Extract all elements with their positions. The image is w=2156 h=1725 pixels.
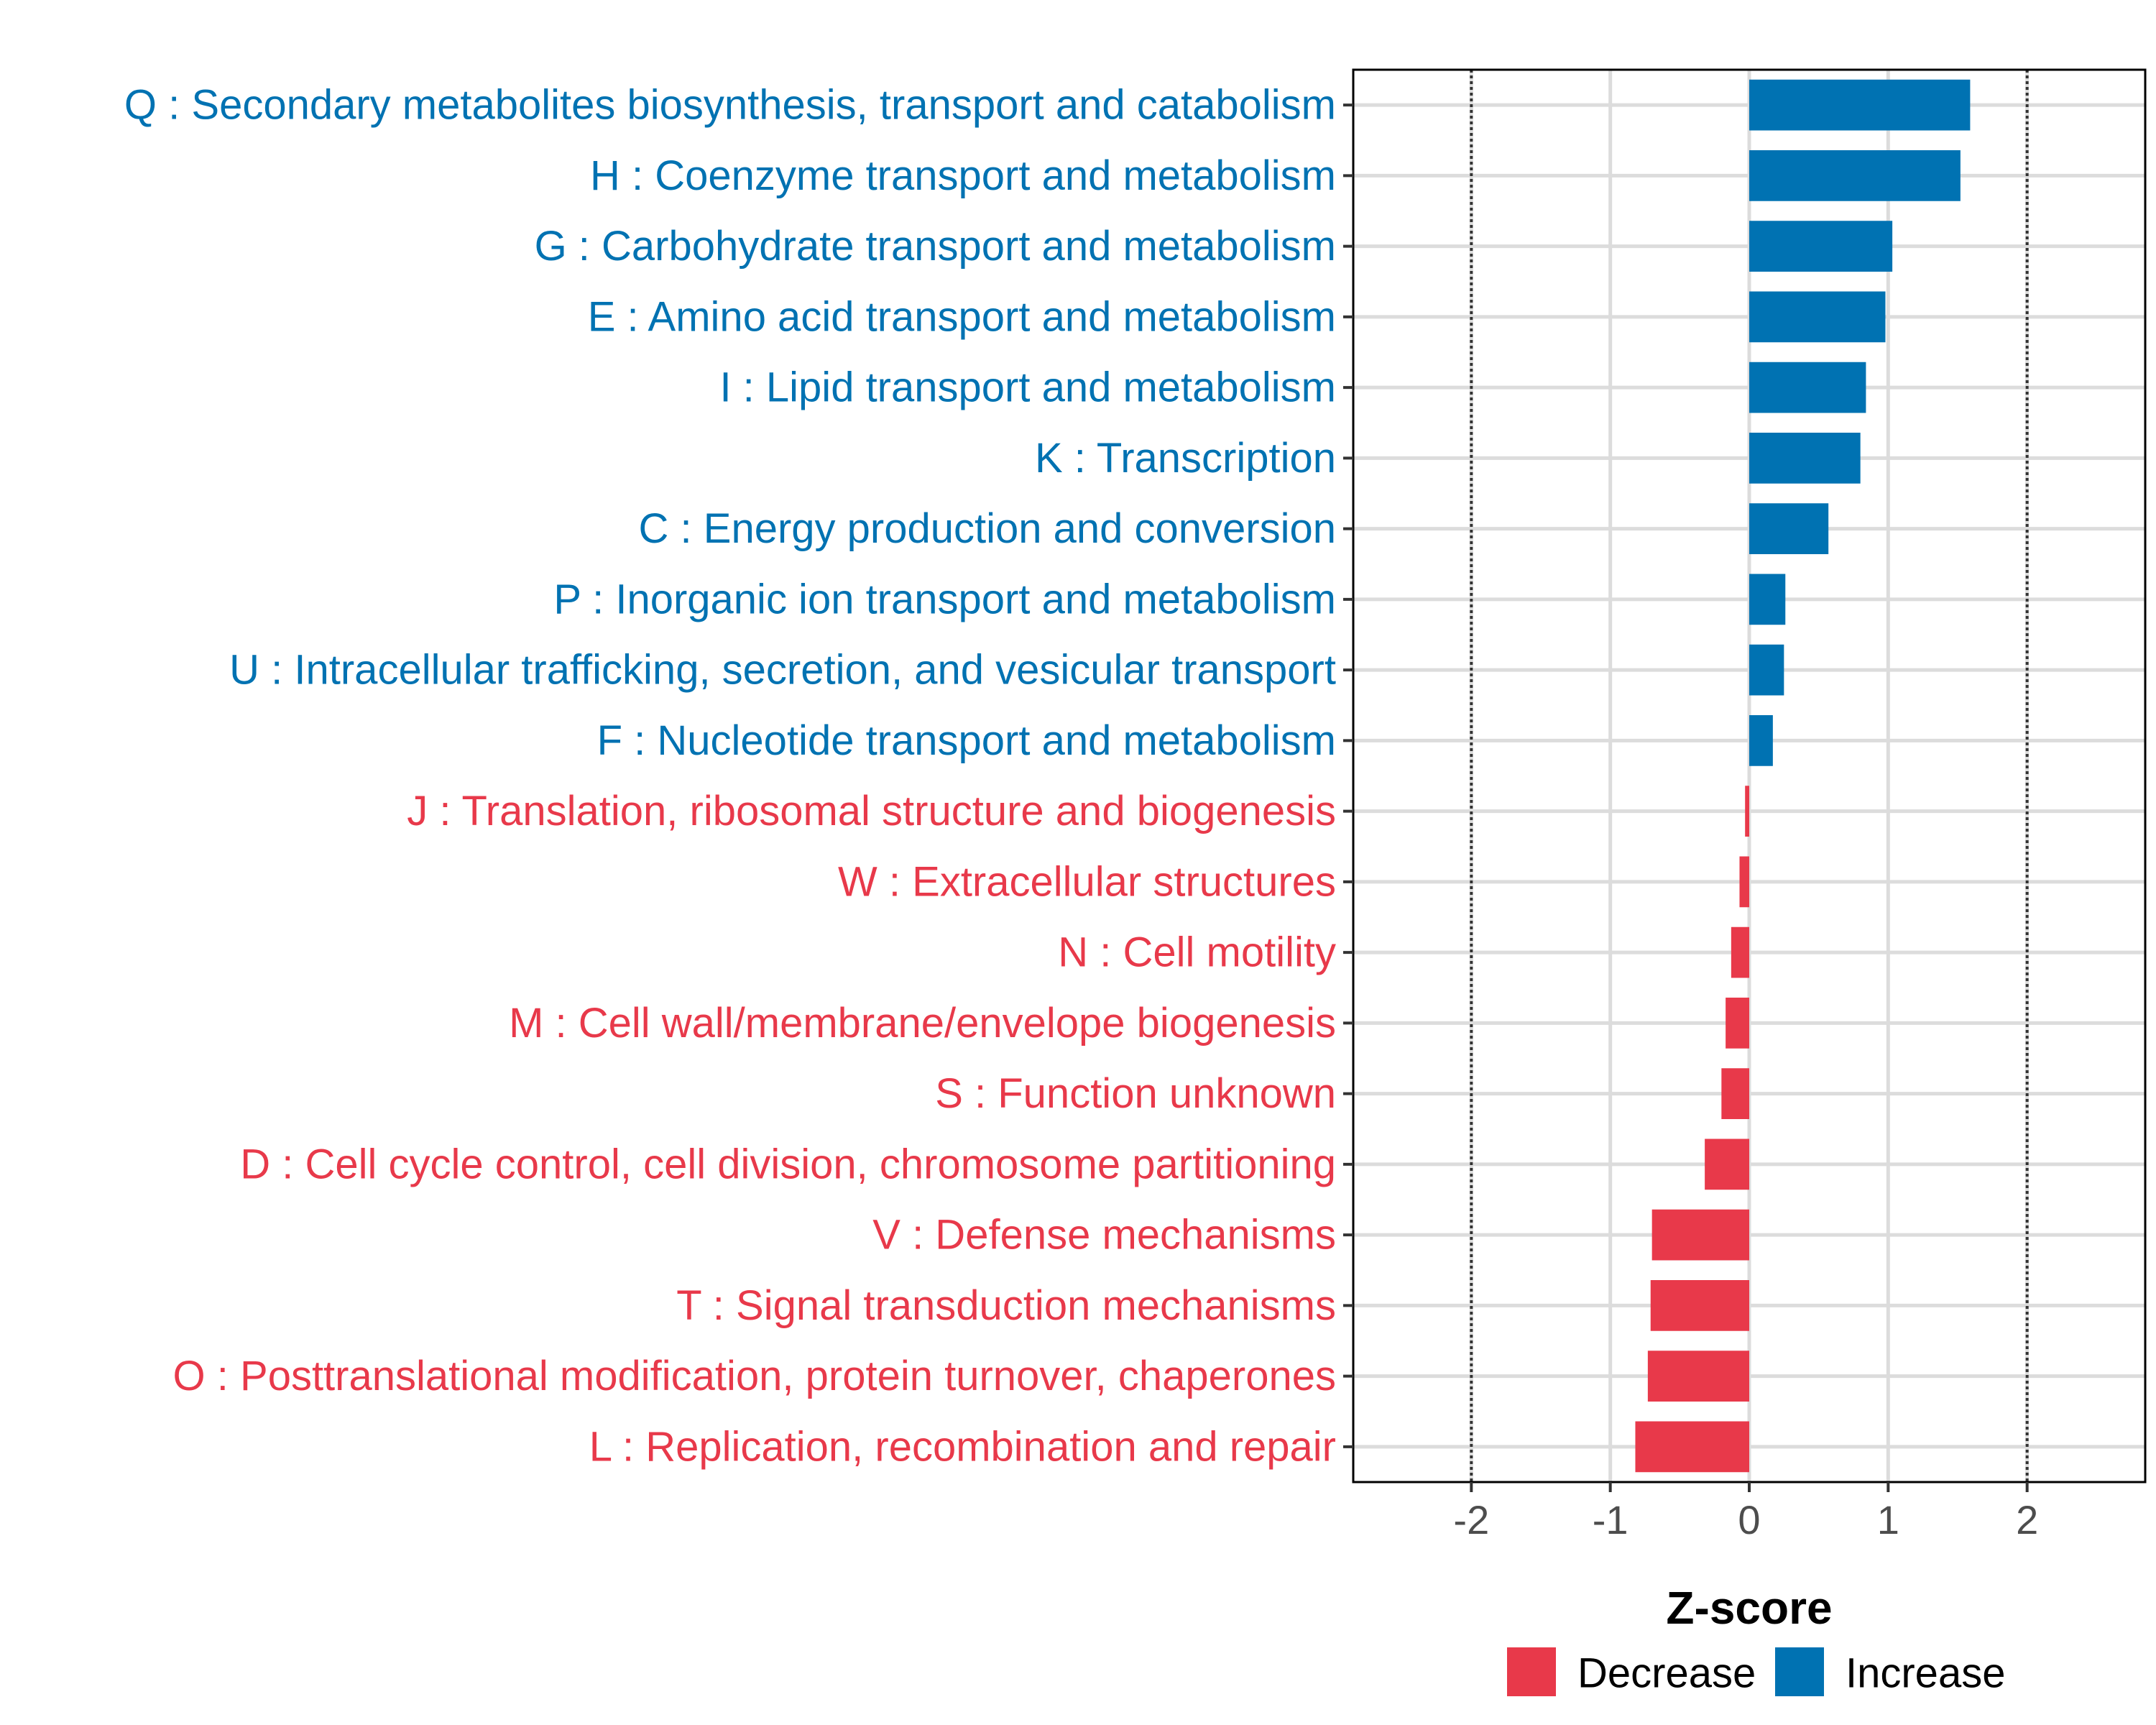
x-axis-ticks: -2 -1 0 1 2 bbox=[1453, 1482, 2038, 1542]
y-tick-label: C : Energy production and conversion bbox=[639, 505, 1336, 552]
y-tick-label: V : Defense mechanisms bbox=[872, 1212, 1336, 1259]
bar bbox=[1749, 79, 1971, 131]
y-tick-label: S : Function unknown bbox=[935, 1070, 1336, 1117]
bar bbox=[1731, 926, 1749, 978]
legend: Decrease Increase bbox=[1507, 1647, 2005, 1697]
bars bbox=[1635, 79, 1971, 1473]
y-tick-label: O : Posttranslational modification, prot… bbox=[173, 1353, 1336, 1399]
legend-key-decrease bbox=[1507, 1647, 1556, 1696]
x-tick-label: 2 bbox=[2016, 1497, 2038, 1542]
legend-label-increase: Increase bbox=[1846, 1650, 2005, 1697]
y-tick-label: N : Cell motility bbox=[1058, 929, 1336, 976]
bar bbox=[1749, 644, 1784, 696]
legend-label-decrease: Decrease bbox=[1577, 1650, 1756, 1697]
bar bbox=[1749, 221, 1893, 272]
y-tick-label: I : Lipid transport and metabolism bbox=[719, 364, 1336, 411]
bar bbox=[1651, 1209, 1749, 1261]
y-tick-label: F : Nucleotide transport and metabolism bbox=[597, 717, 1336, 764]
bar bbox=[1739, 856, 1749, 908]
bar bbox=[1745, 786, 1749, 837]
x-axis-title: Z-score bbox=[1666, 1582, 1832, 1634]
x-tick-label: 1 bbox=[1877, 1497, 1899, 1542]
bar bbox=[1650, 1280, 1749, 1331]
y-tick-label: Q : Secondary metabolites biosynthesis, … bbox=[124, 82, 1336, 129]
bar bbox=[1635, 1421, 1749, 1473]
y-tick-label: J : Translation, ribosomal structure and… bbox=[407, 788, 1336, 834]
y-axis-ticks bbox=[1343, 104, 1353, 1448]
bar bbox=[1726, 998, 1749, 1049]
y-tick-label: P : Inorganic ion transport and metaboli… bbox=[553, 576, 1336, 622]
bar bbox=[1647, 1351, 1749, 1402]
y-tick-label: H : Coenzyme transport and metabolism bbox=[590, 152, 1336, 199]
y-tick-label: L : Replication, recombination and repai… bbox=[589, 1423, 1336, 1470]
legend-key-increase bbox=[1775, 1647, 1824, 1696]
y-tick-label: T : Signal transduction mechanisms bbox=[676, 1282, 1336, 1329]
grid-lines bbox=[1353, 70, 2145, 1482]
y-tick-label: U : Intracellular trafficking, secretion… bbox=[229, 647, 1336, 694]
bar bbox=[1749, 362, 1866, 413]
y-tick-label: G : Carbohydrate transport and metabolis… bbox=[535, 223, 1336, 270]
bar bbox=[1749, 715, 1773, 766]
y-tick-label: W : Extracellular structures bbox=[838, 858, 1336, 905]
bar bbox=[1749, 503, 1829, 554]
y-tick-label: M : Cell wall/membrane/envelope biogenes… bbox=[509, 1000, 1336, 1046]
x-tick-label: -1 bbox=[1593, 1497, 1628, 1542]
x-tick-label: 0 bbox=[1738, 1497, 1760, 1542]
bar bbox=[1749, 433, 1861, 484]
bar bbox=[1749, 291, 1886, 343]
bar bbox=[1705, 1138, 1749, 1190]
y-tick-label: K : Transcription bbox=[1035, 435, 1336, 482]
bar bbox=[1749, 150, 1961, 201]
bar bbox=[1749, 574, 1786, 625]
y-tick-label: E : Amino acid transport and metabolism bbox=[588, 293, 1336, 340]
y-tick-label: D : Cell cycle control, cell division, c… bbox=[240, 1141, 1336, 1187]
x-tick-label: -2 bbox=[1453, 1497, 1489, 1542]
y-axis-category-labels: Q : Secondary metabolites biosynthesis, … bbox=[124, 82, 1336, 1471]
bar bbox=[1721, 1068, 1749, 1119]
